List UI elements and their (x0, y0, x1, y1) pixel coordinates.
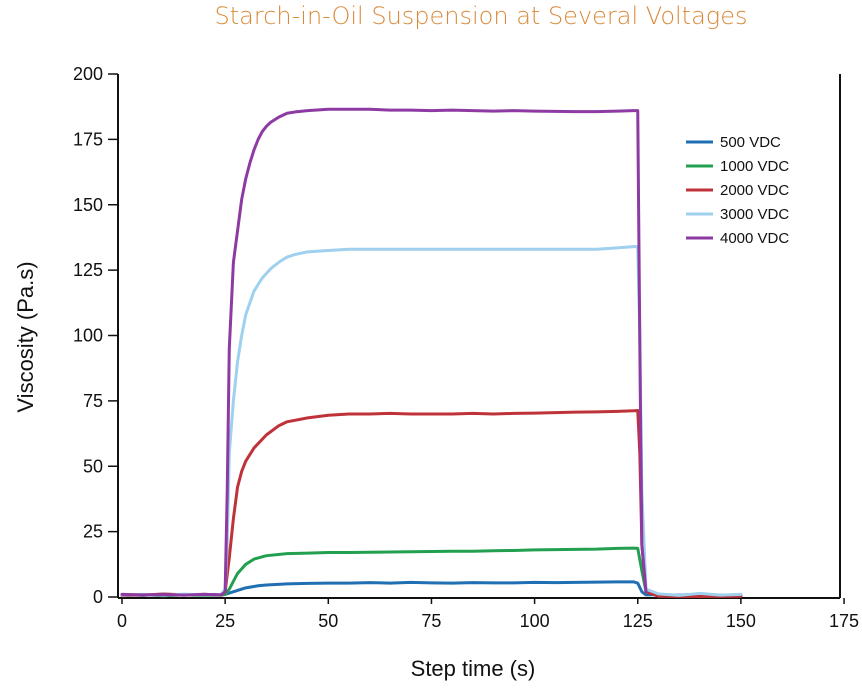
y-axis-label: Viscosity (Pa.s) (13, 261, 38, 412)
chart-title: Starch-in-Oil Suspension at Several Volt… (215, 2, 748, 30)
x-tick-label: 175 (829, 611, 859, 631)
legend-label: 3000 VDC (720, 206, 789, 223)
x-tick-label: 100 (520, 611, 550, 631)
y-tick-label: 100 (73, 326, 103, 346)
y-tick-label: 0 (93, 587, 103, 607)
x-ticks: 0 25 50 75 100 125 150 175 (117, 598, 859, 631)
x-tick-label: 75 (421, 611, 441, 631)
legend: 500 VDC 1000 VDC 2000 VDC 3000 VDC 4000 VDC (686, 134, 789, 247)
y-tick-label: 75 (83, 391, 103, 411)
x-tick-label: 50 (318, 611, 338, 631)
y-tick-label: 200 (73, 64, 103, 84)
y-tick-label: 125 (73, 260, 103, 280)
y-tick-label: 50 (83, 456, 103, 476)
series-layer (120, 107, 743, 598)
series-line (120, 409, 743, 598)
y-ticks: 0 25 50 75 100 125 150 175 200 (73, 64, 118, 607)
plot-area: 0 25 50 75 100 125 150 175 0 25 50 75 100 125 150 175 2… (73, 64, 859, 631)
legend-label: 1000 VDC (720, 158, 789, 175)
y-tick-label: 25 (83, 522, 103, 542)
y-tick-label: 150 (73, 195, 103, 215)
legend-label: 500 VDC (720, 134, 781, 151)
series-line (120, 107, 648, 597)
x-tick-label: 0 (117, 611, 127, 631)
legend-label: 4000 VDC (720, 230, 789, 247)
y-tick-label: 175 (73, 129, 103, 149)
series-line (120, 546, 743, 598)
legend-label: 2000 VDC (720, 182, 789, 199)
x-tick-label: 25 (215, 611, 235, 631)
x-tick-label: 125 (623, 611, 653, 631)
series-line (120, 245, 743, 597)
x-axis-label: Step time (s) (411, 656, 536, 681)
x-tick-label: 150 (726, 611, 756, 631)
